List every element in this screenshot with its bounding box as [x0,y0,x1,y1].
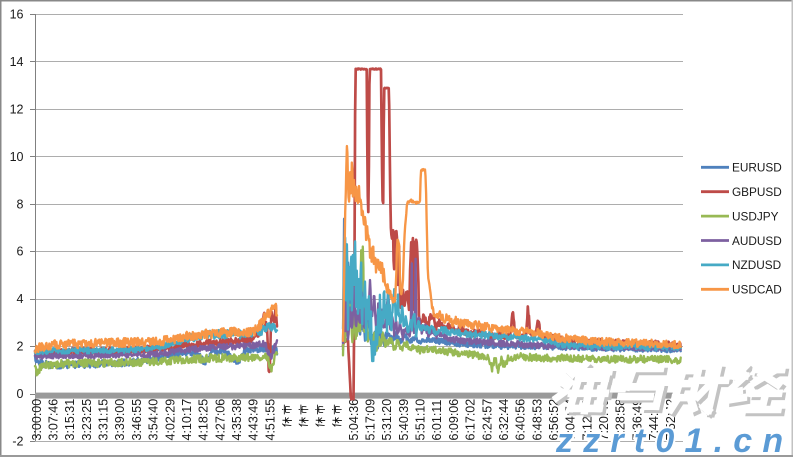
svg-text:6:01:11: 6:01:11 [430,400,444,441]
svg-text:3:31:15: 3:31:15 [97,399,111,441]
svg-text:zzrt01.cn: zzrt01.cn [555,422,793,457]
svg-text:6:24:57: 6:24:57 [480,399,494,441]
svg-text:AUDUSD: AUDUSD [732,234,782,248]
svg-text:12: 12 [10,102,24,116]
svg-text:10: 10 [10,150,24,164]
svg-text:6:09:06: 6:09:06 [447,399,461,441]
svg-text:6:56:52: 6:56:52 [547,399,561,441]
svg-text:14: 14 [10,55,24,69]
svg-text:7:36:49: 7:36:49 [630,399,644,441]
svg-text:3:39:00: 3:39:00 [113,399,127,441]
svg-text:GBPUSD: GBPUSD [732,185,782,199]
svg-text:USDCAD: USDCAD [732,283,782,297]
svg-text:6: 6 [17,245,24,259]
svg-text:3:15:31: 3:15:31 [63,399,77,441]
svg-text:3:46:55: 3:46:55 [130,399,144,441]
svg-text:5:04:36: 5:04:36 [347,399,361,441]
svg-text:6:40:56: 6:40:56 [514,399,528,441]
svg-text:7:28:58: 7:28:58 [614,399,628,441]
svg-text:16: 16 [10,8,24,22]
svg-text:4:43:49: 4:43:49 [247,399,261,441]
svg-text:USDJPY: USDJPY [732,209,779,223]
svg-text:4:51:55: 4:51:55 [263,399,277,441]
svg-text:3:07:46: 3:07:46 [47,399,61,441]
svg-text:4:18:25: 4:18:25 [197,399,211,441]
svg-text:6:17:02: 6:17:02 [464,399,478,441]
svg-text:4:10:17: 4:10:17 [180,399,194,441]
svg-text:-2: -2 [12,434,23,448]
svg-text:6:48:53: 6:48:53 [530,399,544,441]
svg-text:3:00:00: 3:00:00 [30,399,44,441]
svg-text:4:35:38: 4:35:38 [230,399,244,441]
svg-text:5:17:09: 5:17:09 [364,399,378,441]
svg-text:2: 2 [17,340,24,354]
svg-text:EURUSD: EURUSD [732,161,782,175]
svg-text:8: 8 [17,197,24,211]
svg-text:NZDUSD: NZDUSD [732,258,781,272]
svg-text:5:40:39: 5:40:39 [397,399,411,441]
svg-text:5:31:20: 5:31:20 [380,399,394,441]
svg-text:6:32:44: 6:32:44 [497,399,511,441]
svg-text:0: 0 [17,387,24,401]
svg-text:5:51:10: 5:51:10 [414,399,428,441]
svg-text:4:27:06: 4:27:06 [213,399,227,441]
svg-text:4: 4 [17,292,24,306]
svg-text:3:23:25: 3:23:25 [80,399,94,441]
svg-text:3:54:40: 3:54:40 [147,399,161,441]
svg-text:4:02:29: 4:02:29 [163,399,177,441]
